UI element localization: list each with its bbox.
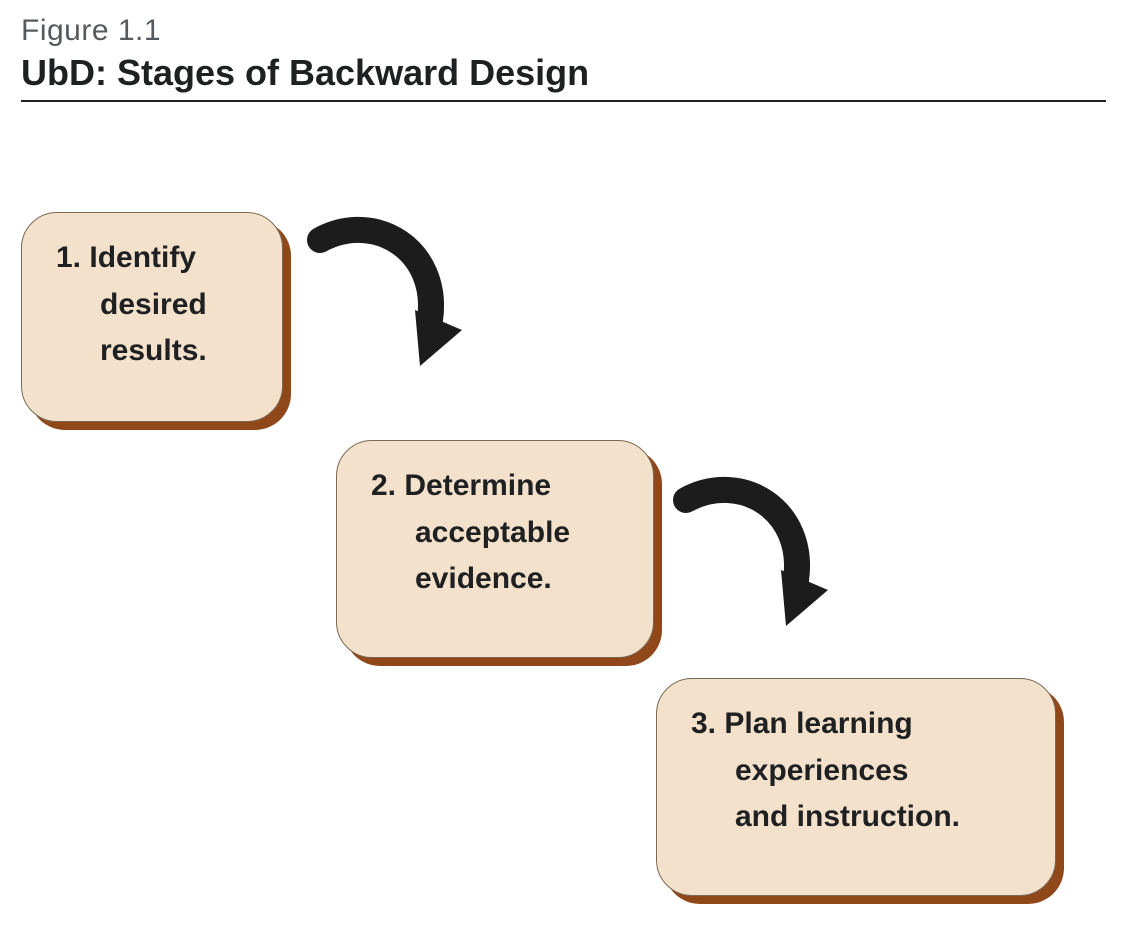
- node-1-text: 1. Identify desired results.: [56, 235, 254, 375]
- node-2-text: 2. Determine acceptable evidence.: [371, 463, 625, 603]
- node-2: 2. Determine acceptable evidence.: [336, 440, 654, 658]
- node-3-first: Plan learning: [724, 707, 912, 740]
- node-2-line-2: acceptable: [371, 510, 625, 557]
- node-2-line-3: evidence.: [371, 556, 625, 603]
- node-3-text: 3. Plan learning experiences and instruc…: [691, 701, 1027, 841]
- node-1-line-2: desired: [56, 282, 254, 329]
- node-3: 3. Plan learning experiences and instruc…: [656, 678, 1056, 896]
- arrow-2-3-icon: [666, 470, 836, 640]
- node-1-first: Identify: [89, 241, 196, 274]
- figure-title: UbD: Stages of Backward Design: [21, 52, 589, 94]
- figure-rule: [21, 100, 1106, 102]
- figure-label: Figure 1.1: [21, 14, 161, 48]
- node-2-number: 2.: [371, 469, 396, 502]
- arrow-1-2-icon: [300, 210, 470, 380]
- node-2-first: Determine: [404, 469, 551, 502]
- node-3-line-2: experiences: [691, 748, 1027, 795]
- node-1-number: 1.: [56, 241, 81, 274]
- node-3-number: 3.: [691, 707, 716, 740]
- figure-canvas: Figure 1.1 UbD: Stages of Backward Desig…: [0, 0, 1127, 931]
- node-1: 1. Identify desired results.: [21, 212, 283, 422]
- node-1-line-3: results.: [56, 328, 254, 375]
- node-3-line-3: and instruction.: [691, 794, 1027, 841]
